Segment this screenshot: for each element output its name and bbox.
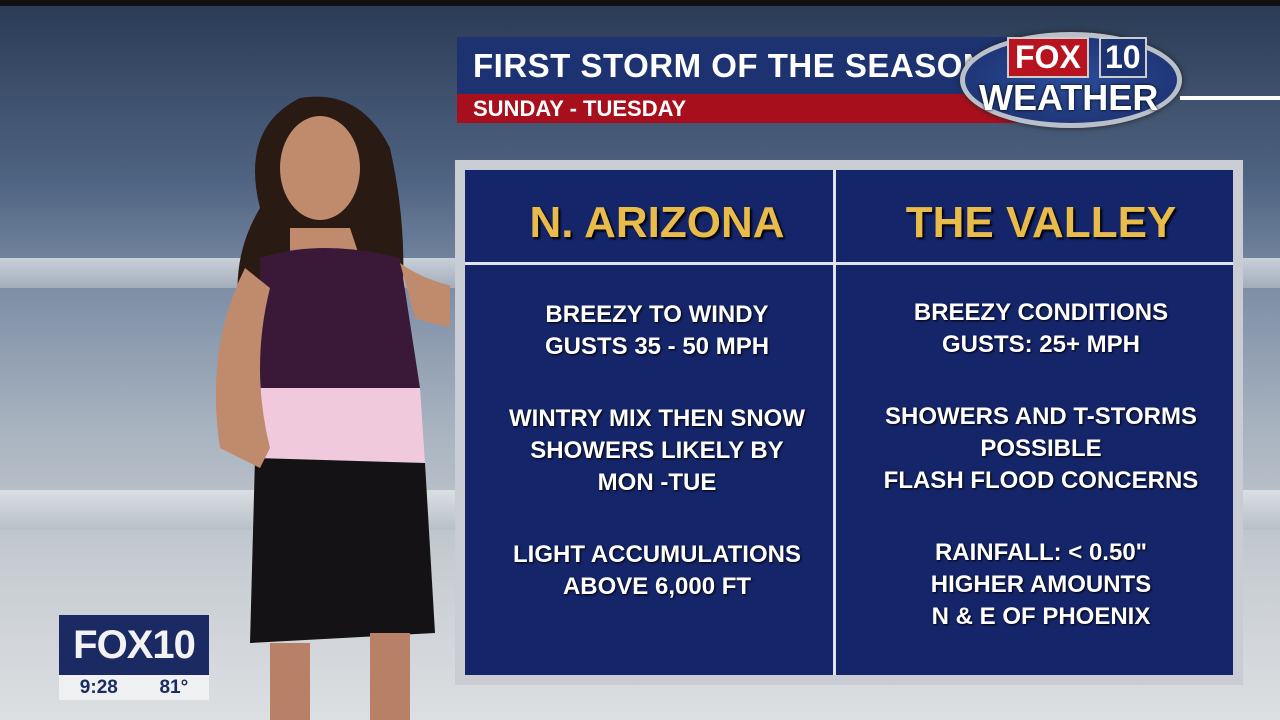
logo-weather: WEATHER: [979, 77, 1159, 118]
logo-number: 10: [1099, 37, 1147, 78]
fox10-logo: FOX10: [59, 615, 209, 675]
fox10-weather-logo: FOX 10 WEATHER: [960, 32, 1182, 128]
heading-divider: [465, 262, 849, 265]
forecast-board: N. ARIZONA BREEZY TO WINDY GUSTS 35 - 50 …: [455, 160, 1243, 685]
heading-divider: [849, 262, 1233, 265]
column-n-arizona: N. ARIZONA BREEZY TO WINDY GUSTS 35 - 50 …: [465, 170, 849, 675]
column-heading: THE VALLEY: [905, 198, 1177, 247]
headline-subtitle: SUNDAY - TUESDAY: [457, 94, 1017, 123]
forecast-item: BREEZY CONDITIONS GUSTS: 25+ MPH: [913, 299, 1169, 358]
headline-banner: FIRST STORM OF THE SEASON! SUNDAY - TUES…: [457, 37, 1017, 125]
forecast-item: RAINFALL: < 0.50" HIGHER AMOUNTS N & E OF …: [930, 539, 1152, 630]
column-the-valley: THE VALLEY BREEZY CONDITIONS GUSTS: 25+ M…: [849, 170, 1233, 675]
station-bug: FOX10 9:28 81°: [59, 615, 209, 700]
forecast-item: BREEZY TO WINDY GUSTS 35 - 50 MPH: [544, 301, 770, 360]
column-divider: [833, 170, 836, 675]
logo-line: [1180, 96, 1280, 100]
forecast-item: LIGHT ACCUMULATIONS ABOVE 6,000 FT: [513, 541, 801, 600]
forecast-item: SHOWERS AND T-STORMS POSSIBLE FLASH FLOOD …: [883, 403, 1199, 494]
forecast-item: WINTRY MIX THEN SNOW SHOWERS LIKELY BY MON…: [509, 405, 805, 496]
headline-title: FIRST STORM OF THE SEASON!: [457, 37, 1017, 94]
top-bar: [0, 0, 1280, 6]
presenter-figure: [215, 96, 450, 720]
logo-fox: FOX: [1007, 37, 1089, 78]
temperature-readout: 81°: [159, 676, 189, 698]
time-readout: 9:28: [79, 676, 118, 698]
column-heading: N. ARIZONA: [529, 198, 785, 247]
